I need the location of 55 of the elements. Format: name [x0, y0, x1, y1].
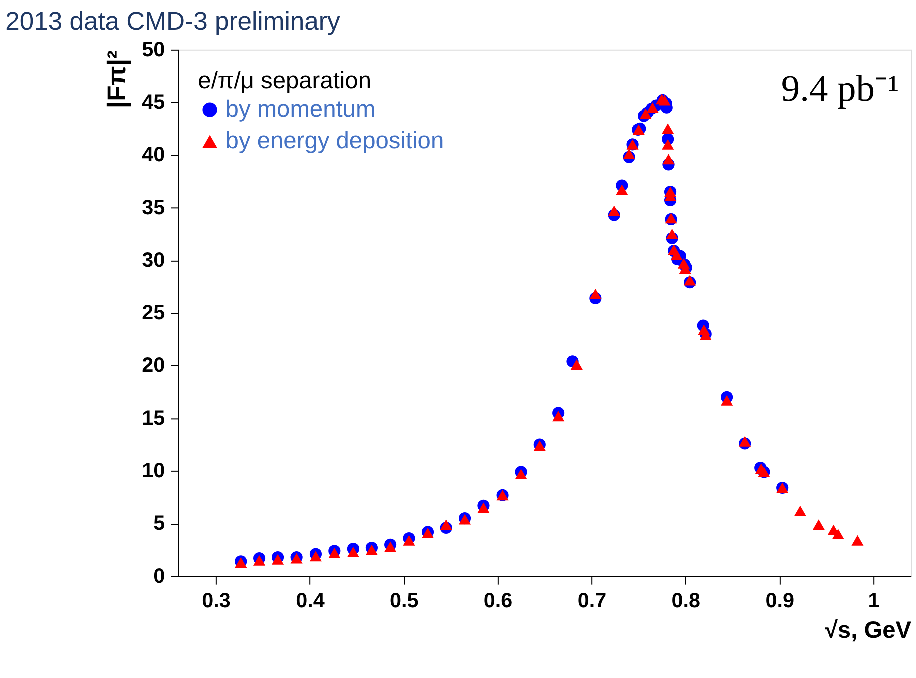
- point: [478, 502, 490, 514]
- x-tick-label: 0.6: [484, 590, 513, 613]
- x-tick-label: 0.4: [296, 590, 326, 613]
- point: [403, 535, 416, 546]
- y-tick-label: 45: [142, 90, 166, 114]
- y-tick-label: 15: [142, 406, 166, 430]
- y-tick-label: 5: [154, 512, 166, 536]
- point: [739, 436, 752, 447]
- point: [608, 206, 620, 216]
- y-tick-label: 20: [142, 354, 166, 378]
- point: [662, 124, 674, 134]
- point: [670, 250, 683, 260]
- x-tick-label: 0.8: [672, 590, 701, 613]
- y-axis-title: |Fπ|²: [103, 50, 132, 109]
- annotation: 9.4 pb⁻¹: [781, 69, 900, 110]
- point: [347, 546, 360, 558]
- x-tick-label: 0.3: [202, 590, 231, 613]
- point: [623, 148, 636, 160]
- point: [684, 275, 696, 286]
- point: [328, 548, 341, 559]
- point: [310, 551, 322, 562]
- x-axis-title: √s, GeV: [824, 618, 912, 644]
- y-tick-label: 50: [142, 38, 166, 62]
- point: [366, 544, 378, 556]
- x-tick-label: 1: [868, 590, 880, 613]
- y-tick-label: 10: [142, 460, 166, 483]
- legend-label: by energy deposition: [226, 128, 444, 155]
- y-tick-label: 25: [142, 302, 166, 325]
- point: [662, 139, 674, 150]
- y-tick-label: 35: [142, 196, 166, 220]
- x-tick-label: 0.9: [766, 590, 794, 613]
- point: [384, 542, 397, 552]
- legend-title: e/π/μ separation: [198, 68, 372, 94]
- point: [616, 184, 628, 196]
- point: [552, 411, 565, 422]
- y-tick-label: 0: [154, 564, 166, 588]
- point: [794, 506, 806, 516]
- point: [590, 289, 602, 300]
- point: [515, 469, 528, 480]
- point: [812, 520, 825, 530]
- point: [662, 154, 675, 165]
- legend-label: by momentum: [226, 96, 376, 123]
- x-tick-label: 0.7: [578, 590, 607, 613]
- point: [272, 554, 284, 565]
- point: [570, 360, 583, 370]
- point: [832, 529, 844, 540]
- point: [440, 520, 452, 530]
- point: [253, 555, 266, 566]
- chart-title: 2013 data CMD-3 preliminary: [6, 8, 340, 36]
- point: [852, 535, 864, 546]
- y-tick-label: 30: [142, 248, 166, 272]
- x-tick-label: 0.5: [390, 590, 419, 613]
- point: [666, 228, 678, 240]
- y-tick-label: 40: [142, 144, 166, 167]
- point: [721, 395, 734, 406]
